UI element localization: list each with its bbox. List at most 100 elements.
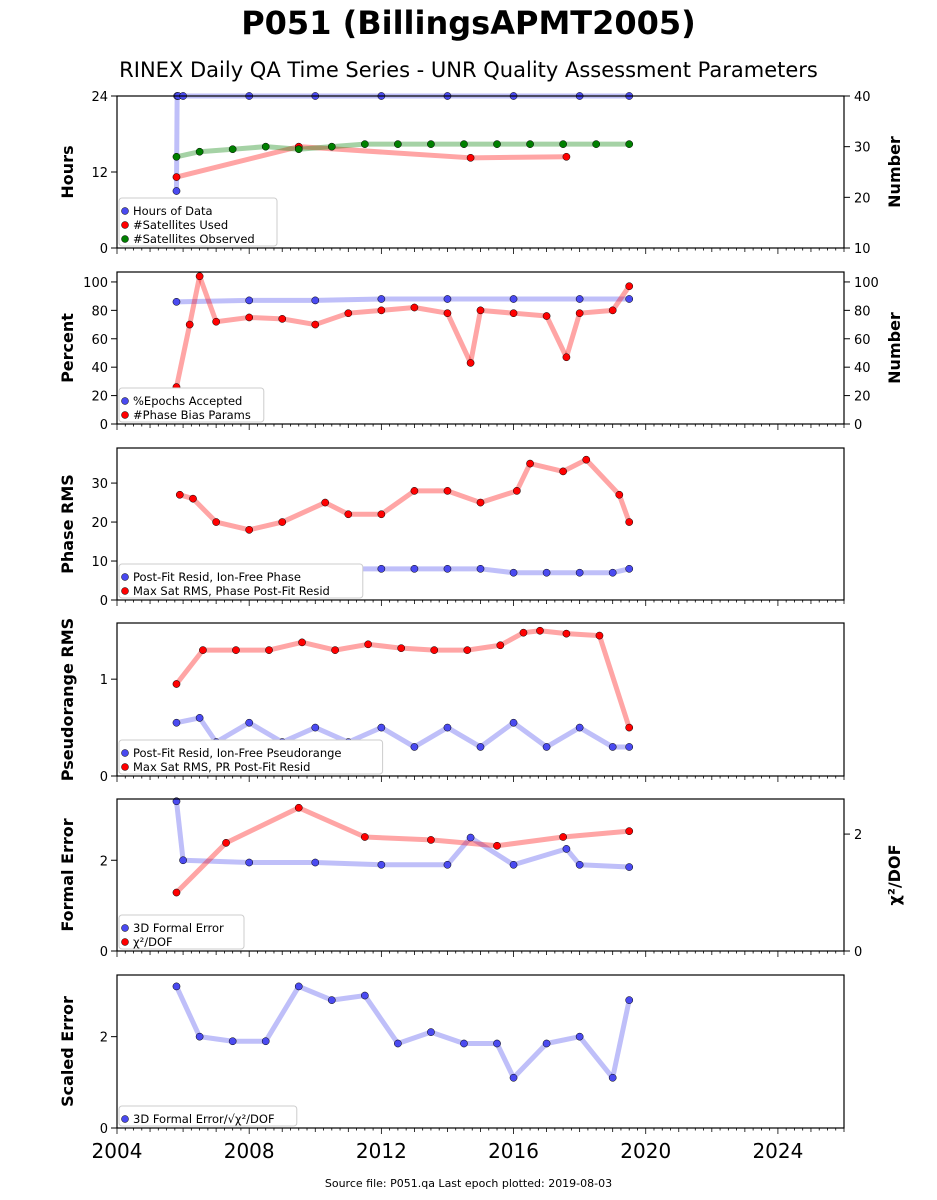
series-band — [312, 860, 384, 868]
data-point — [595, 631, 604, 640]
data-point — [509, 295, 518, 303]
data-point — [559, 467, 567, 476]
y-right-tick-label: 30 — [854, 141, 871, 156]
panel-pseudorange: 0 1 Pseudorange RMS Post-Fit Resid, Ion-Fre… — [58, 618, 845, 785]
legend-box — [118, 387, 265, 423]
series-band — [478, 488, 520, 506]
series-band — [610, 997, 632, 1081]
data-point — [344, 510, 353, 519]
data-point — [311, 320, 320, 329]
series-band — [246, 720, 285, 745]
series-band — [514, 461, 533, 494]
series-band — [428, 837, 500, 849]
y-axis-label: Formal Error — [58, 818, 77, 931]
data-point — [360, 140, 369, 148]
legend-label: #Phase Bias Params — [133, 408, 251, 422]
data-point — [562, 629, 571, 638]
y-tick-label: 80 — [91, 304, 108, 319]
series-band — [577, 725, 616, 750]
series-band — [266, 639, 305, 653]
y-axis-label: Hours — [58, 145, 77, 198]
series-band — [616, 492, 632, 525]
legend-label: Post-Fit Resid, Ion-Free Phase — [133, 570, 301, 584]
series-band — [511, 1041, 550, 1081]
y-right-tick-label: 40 — [854, 361, 871, 376]
series-pseudorange-1 — [172, 626, 634, 732]
series-band — [444, 725, 483, 750]
data-point — [466, 153, 475, 162]
series-band — [246, 314, 285, 322]
data-point — [377, 295, 386, 303]
y-tick-label: 2 — [100, 854, 108, 869]
series-band — [173, 322, 193, 390]
data-point — [278, 518, 287, 526]
series-band — [296, 805, 368, 840]
series-band — [378, 725, 417, 750]
data-point — [575, 309, 584, 318]
series-band — [537, 628, 569, 637]
series-band — [468, 835, 517, 868]
series-band — [511, 846, 569, 868]
data-point — [172, 297, 181, 306]
data-point — [212, 518, 220, 526]
y-tick-label: 1 — [100, 673, 108, 688]
data-point — [443, 487, 452, 495]
legend-label: #Satellites Observed — [133, 232, 255, 246]
y-right-tick-label: 0 — [854, 418, 862, 433]
data-point — [245, 718, 254, 727]
legend-label: 3D Formal Error — [133, 921, 224, 935]
legend-label: 3D Formal Error/√χ²/DOF — [133, 1112, 275, 1126]
data-point — [311, 723, 320, 732]
series-band — [329, 993, 368, 1003]
data-point — [592, 140, 601, 148]
data-point — [526, 140, 534, 148]
data-point — [536, 626, 544, 635]
legend-marker — [121, 411, 129, 419]
panel-scaled: 0 2 Scaled Error 3D Formal Error/√χ²/DOF — [58, 974, 845, 1137]
data-point — [476, 564, 485, 573]
series-band — [395, 1029, 434, 1047]
data-point — [311, 296, 320, 305]
series-band — [577, 307, 616, 316]
data-point — [509, 860, 518, 869]
data-point — [625, 743, 634, 751]
x-tick-label: 2024 — [752, 1139, 803, 1163]
data-point — [427, 1028, 435, 1036]
series-band — [398, 645, 437, 653]
series-band — [173, 144, 302, 180]
legend-hours: Hours of Data#Satellites Used#Satellites… — [118, 197, 278, 247]
series-percent-0 — [172, 295, 634, 306]
series-band — [411, 305, 450, 316]
data-point — [175, 490, 184, 499]
legend-label: χ²/DOF — [133, 935, 173, 949]
series-band — [230, 144, 269, 152]
series-band — [563, 631, 602, 639]
series-band — [478, 307, 517, 316]
data-point — [172, 173, 181, 181]
data-point — [172, 888, 181, 897]
data-point — [410, 564, 419, 573]
data-point — [615, 490, 624, 499]
legend-label: Max Sat RMS, Phase Post-Fit Resid — [133, 584, 330, 598]
series-band — [610, 283, 632, 313]
data-point — [377, 510, 386, 519]
data-point — [228, 145, 237, 154]
data-point — [430, 646, 439, 654]
data-point — [232, 646, 240, 654]
data-point — [394, 1039, 402, 1048]
legend-box — [118, 563, 364, 599]
series-band — [197, 1034, 236, 1044]
data-point — [327, 142, 336, 151]
legend-marker — [121, 938, 129, 946]
data-point — [172, 718, 181, 727]
y-right-tick-label: 20 — [854, 191, 871, 206]
data-point — [493, 1039, 501, 1048]
y-right-tick-label: 0 — [854, 945, 862, 960]
data-point — [542, 568, 551, 577]
y-tick-label: 100 — [83, 276, 108, 291]
series-band — [444, 488, 483, 506]
series-band — [173, 647, 206, 687]
series-hours-2 — [172, 140, 634, 161]
